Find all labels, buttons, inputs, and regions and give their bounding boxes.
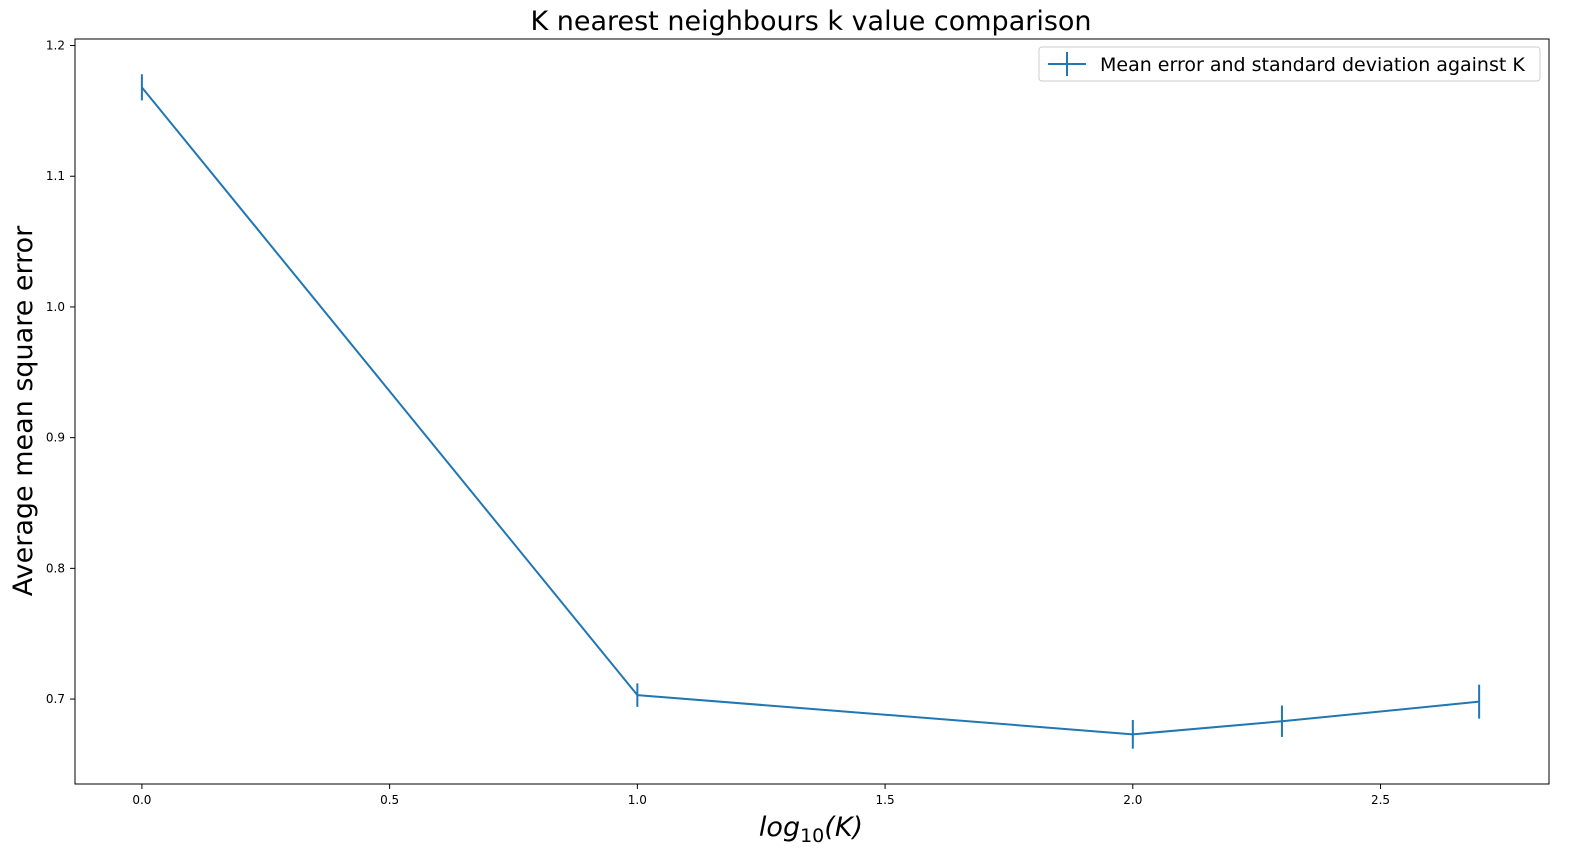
y-tick-label: 0.9 [46,431,65,445]
chart-title: K nearest neighbours k value comparison [530,6,1091,37]
x-axis-label: log10(K) [759,812,863,847]
x-tick-label: 1.5 [876,793,895,807]
legend-frame [1038,46,1541,82]
y-tick-label: 1.2 [46,39,65,53]
x-axis-label-subscript: 10 [800,825,824,847]
y-tick-label: 0.7 [46,692,65,706]
y-tick-label: 1.0 [46,300,65,314]
series-group [140,74,1481,749]
y-axis-label: Average mean square error [8,225,39,596]
x-axis-label-prefix: log [759,812,800,843]
x-tick-label: 0.0 [132,793,151,807]
y-tick-label: 1.1 [46,169,65,183]
x-tick-label: 1.0 [628,793,647,807]
x-axis-ticks: 0.0 0.5 1.0 1.5 2.0 2.5 [132,784,1390,807]
legend-label: Mean error and standard deviation agains… [1100,54,1525,76]
plot-frame [74,38,1550,785]
y-tick-label: 0.8 [46,561,65,575]
x-tick-label: 2.5 [1371,793,1390,807]
x-tick-label: 0.5 [380,793,399,807]
plot-area [74,38,1550,785]
legend: Mean error and standard deviation agains… [1038,46,1541,82]
y-axis-ticks: 0.7 0.8 0.9 1.0 1.1 1.2 [46,39,75,706]
x-tick-label: 2.0 [1123,793,1142,807]
x-axis-label-argument: (K) [824,812,863,843]
